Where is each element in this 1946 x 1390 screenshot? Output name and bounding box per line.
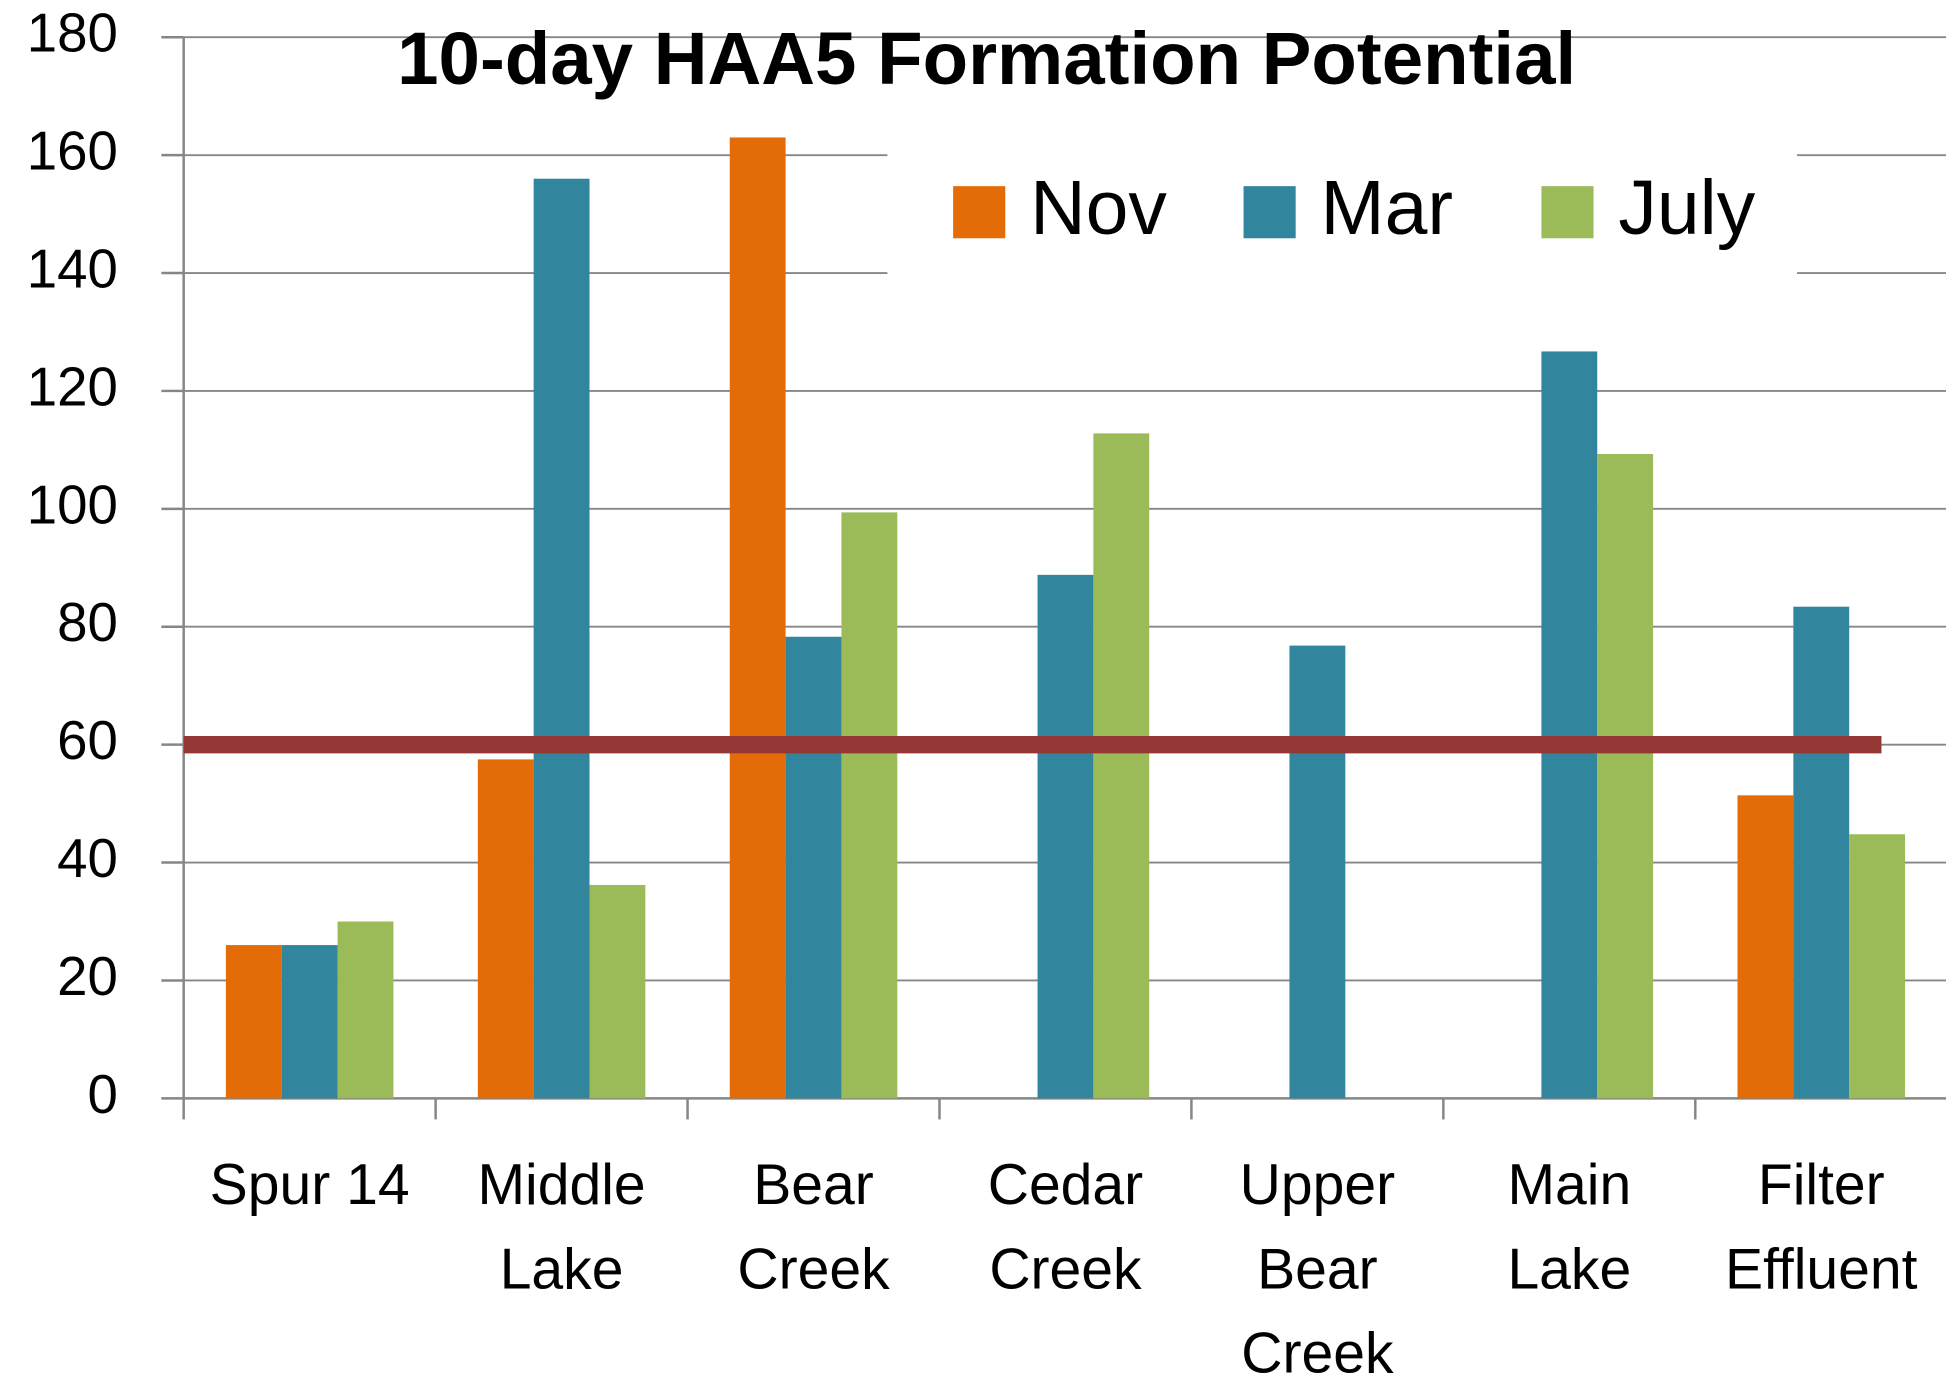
bar (729, 137, 786, 1099)
x-tick-label: Upper Bear Creek (1240, 1153, 1395, 1386)
bar (841, 512, 898, 1099)
y-tick-label: 0 (88, 1064, 118, 1125)
y-tick-label: 140 (27, 238, 118, 299)
legend-label: Nov (1030, 165, 1167, 251)
bar (589, 884, 646, 1099)
legend-label: July (1618, 165, 1755, 251)
bar (533, 178, 590, 1099)
y-tick-label: 100 (27, 474, 118, 535)
bar (1597, 454, 1654, 1099)
y-tick-label: 40 (57, 828, 118, 889)
y-tick-label: 160 (27, 121, 118, 182)
bar (281, 945, 338, 1099)
y-tick-label: 20 (57, 946, 118, 1007)
legend-label: Mar (1321, 165, 1454, 251)
bar (337, 921, 394, 1099)
bar (225, 945, 282, 1099)
chart-title: 10-day HAA5 Formation Potential (397, 17, 1576, 100)
y-tick-label: 180 (27, 3, 118, 64)
legend-swatch (953, 186, 1006, 239)
x-tick-label: Middle Lake (478, 1153, 646, 1301)
legend-swatch (1541, 186, 1594, 239)
x-tick-label: Cedar Creek (988, 1153, 1143, 1301)
bar (1541, 351, 1598, 1099)
bar (477, 759, 534, 1099)
bar (1093, 433, 1150, 1099)
bar (1289, 645, 1346, 1099)
x-tick-label: Filter Effluent (1725, 1153, 1918, 1301)
legend-swatch (1243, 186, 1296, 239)
bar (785, 636, 842, 1099)
y-tick-label: 120 (27, 356, 118, 417)
y-tick-label: 60 (57, 710, 118, 771)
x-tick-label: Main Lake (1507, 1153, 1631, 1301)
y-tick-label: 80 (57, 592, 118, 653)
bar (1037, 574, 1094, 1099)
x-tick-label: Bear Creek (737, 1153, 890, 1301)
bar (1849, 834, 1906, 1099)
bar (1737, 795, 1794, 1099)
legend-background (887, 146, 1798, 278)
bar (1793, 606, 1850, 1099)
x-tick-label: Spur 14 (210, 1153, 410, 1217)
